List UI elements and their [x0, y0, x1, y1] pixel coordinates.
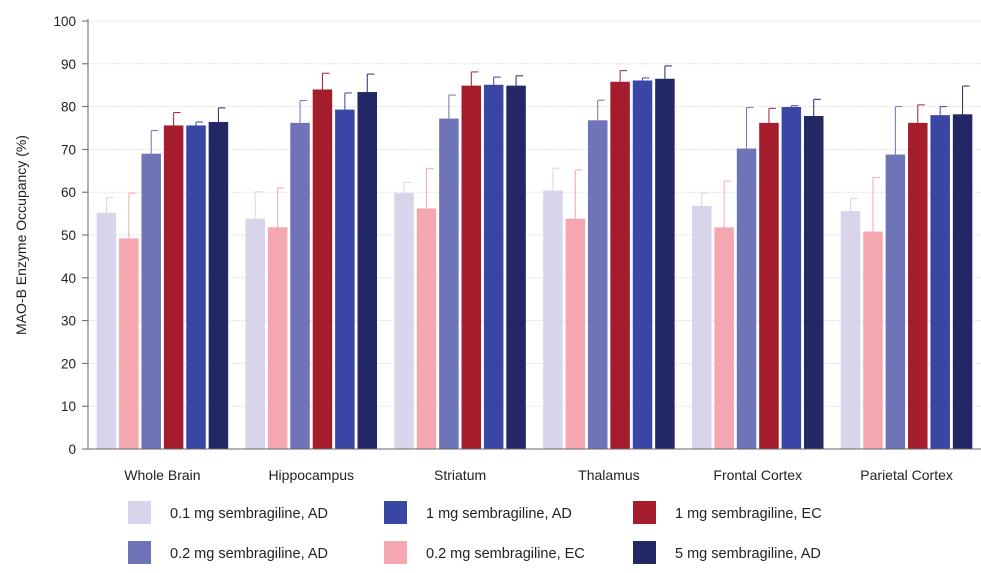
legend-label: 0.2 mg sembragiline, AD	[170, 546, 328, 562]
bar	[543, 190, 563, 449]
y-tick-label: 70	[61, 142, 76, 157]
legend-swatch	[384, 501, 407, 524]
bar	[759, 122, 779, 449]
legend-item: 0.2 mg sembragiline, AD	[128, 541, 328, 564]
legend-swatch	[633, 501, 656, 524]
legend-swatch	[128, 501, 151, 524]
legend-swatch	[633, 541, 656, 564]
y-tick-label: 90	[61, 57, 76, 72]
bar	[632, 80, 653, 449]
bar	[141, 153, 161, 449]
legend-label: 1 mg sembragiline, EC	[675, 506, 822, 522]
y-tick-label: 100	[53, 14, 76, 29]
bar	[714, 227, 734, 449]
bar	[186, 125, 206, 449]
bar	[439, 118, 459, 450]
bar	[655, 78, 675, 449]
x-category-label: Parietal Cortex	[860, 467, 953, 483]
bar	[357, 92, 377, 449]
legend-label: 0.2 mg sembragiline, EC	[426, 546, 585, 562]
bar	[736, 148, 757, 449]
bar	[312, 89, 333, 449]
bar	[335, 109, 355, 449]
y-tick-label: 0	[68, 442, 76, 457]
bar	[483, 84, 504, 449]
legend-swatch	[128, 541, 151, 564]
y-tick-label: 80	[61, 100, 76, 115]
bar	[930, 115, 950, 449]
bar	[804, 116, 824, 450]
x-category-label: Whole Brain	[124, 467, 200, 483]
legend-item: 0.1 mg sembragiline, AD	[128, 501, 328, 524]
y-tick-label: 60	[61, 185, 76, 200]
bar	[96, 212, 117, 449]
legend-label: 5 mg sembragiline, AD	[675, 546, 821, 562]
bar	[416, 208, 437, 449]
y-tick-label: 10	[61, 399, 76, 414]
bar	[461, 85, 482, 450]
bar	[781, 107, 802, 449]
bar	[885, 154, 906, 449]
bar	[394, 193, 414, 449]
bar	[506, 85, 526, 450]
bar-series	[96, 78, 973, 450]
bar	[863, 231, 883, 449]
bar	[692, 205, 712, 449]
bar	[208, 122, 229, 450]
legend-label: 0.1 mg sembragiline, AD	[170, 506, 328, 522]
bar	[952, 114, 973, 449]
error-bars	[105, 65, 970, 239]
bar	[610, 81, 630, 449]
bar	[565, 218, 586, 449]
legend: 0.1 mg sembragiline, AD 0.2 mg sembragili…	[128, 501, 822, 564]
x-category-label: Frontal Cortex	[713, 467, 802, 483]
y-tick-label: 20	[61, 356, 76, 371]
bar	[587, 120, 608, 450]
legend-item: 1 mg sembragiline, AD	[384, 501, 572, 524]
y-tick-label: 40	[61, 271, 76, 286]
x-category-label: Hippocampus	[268, 467, 354, 483]
legend-item: 1 mg sembragiline, EC	[633, 501, 822, 524]
bar	[267, 227, 288, 449]
x-category-label: Striatum	[434, 467, 486, 483]
bar	[908, 122, 928, 449]
y-axis-label: MAO-B Enzyme Occupancy (%)	[13, 135, 29, 335]
y-tick-label: 30	[61, 314, 76, 329]
x-axis-categories: Whole Brain Hippocampus Striatum Thalamus Fr…	[124, 467, 953, 483]
legend-item: 0.2 mg sembragiline, EC	[384, 541, 585, 564]
bar	[840, 211, 861, 449]
legend-swatch	[384, 541, 407, 564]
bar	[119, 238, 139, 449]
y-axis-ticks: 0 10 20 30 40 50 60 70 80 90 100	[53, 14, 88, 457]
legend-label: 1 mg sembragiline, AD	[426, 506, 572, 522]
bar	[163, 125, 184, 449]
legend-item: 5 mg sembragiline, AD	[633, 541, 821, 564]
gridlines	[88, 20, 981, 407]
bar	[245, 218, 265, 449]
y-tick-label: 50	[61, 228, 76, 243]
x-category-label: Thalamus	[578, 467, 639, 483]
bar	[290, 122, 310, 449]
